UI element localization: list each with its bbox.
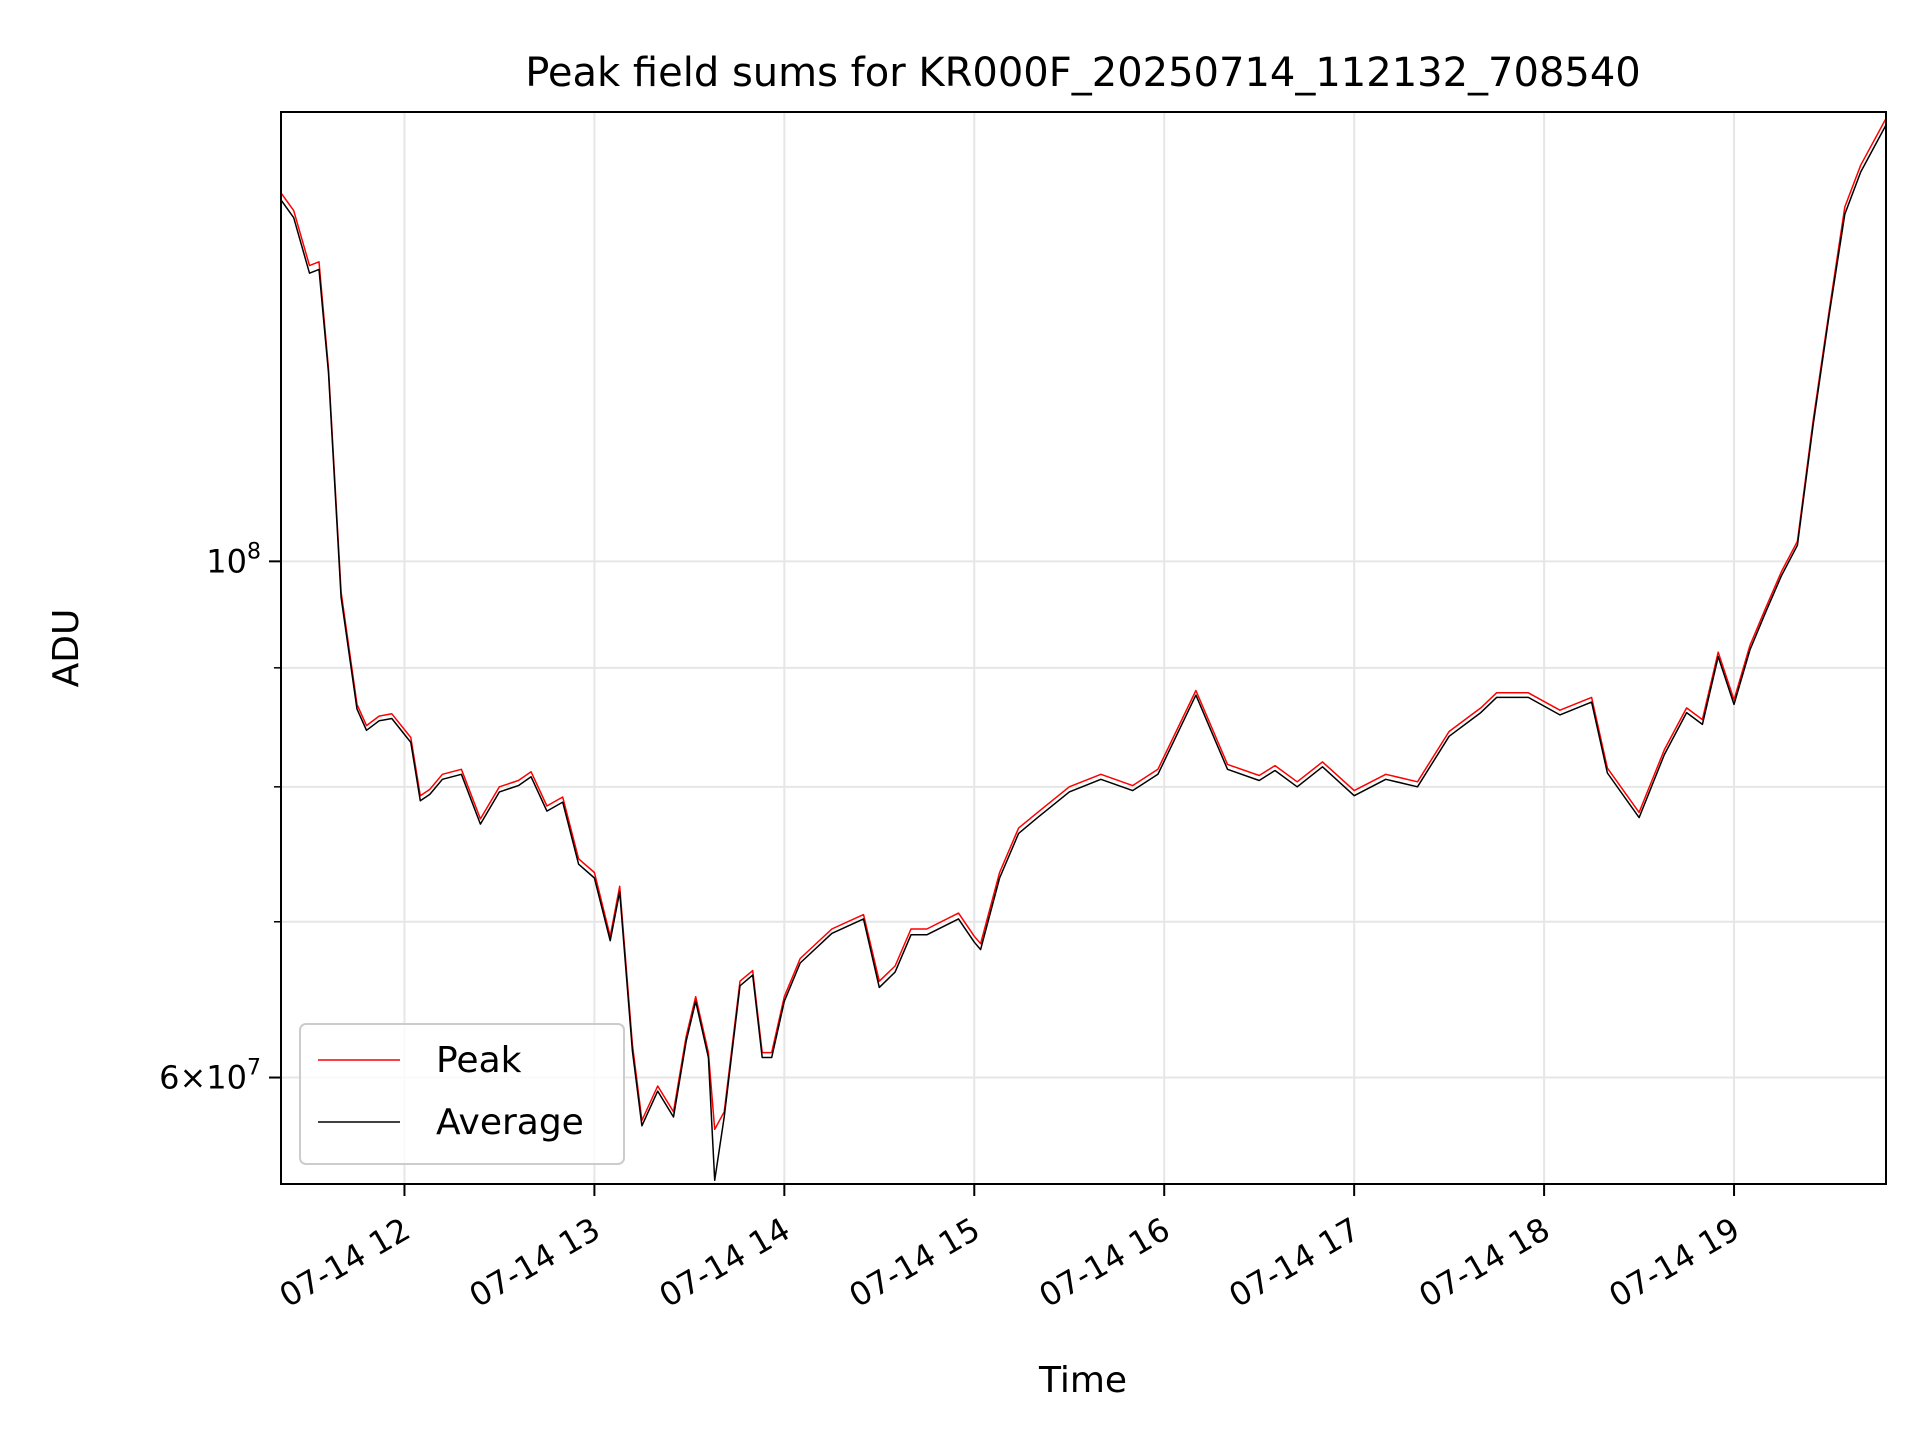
y-tick-label: 108	[206, 539, 261, 580]
series-line-peak	[280, 118, 1887, 1131]
series-line-average	[280, 124, 1887, 1182]
x-tick-label: 07-14 19	[1602, 1210, 1746, 1315]
x-tick-label: 07-14 15	[843, 1210, 987, 1315]
x-tick-label: 07-14 12	[273, 1210, 417, 1315]
legend-box	[299, 1023, 625, 1165]
x-tick-label: 07-14 18	[1413, 1210, 1557, 1315]
x-tick-label: 07-14 13	[463, 1210, 607, 1315]
x-tick-label: 07-14 16	[1033, 1210, 1177, 1315]
series-layer	[280, 118, 1887, 1182]
y-ticks: 108 6×107	[159, 539, 281, 1097]
legend-peak-label: Peak	[436, 1040, 522, 1081]
x-tick-label: 07-14 17	[1223, 1210, 1367, 1315]
y-axis-label: ADU	[46, 609, 87, 688]
x-tick-label: 07-14 14	[653, 1210, 797, 1315]
legend: Peak Average	[299, 1023, 625, 1165]
x-ticks: 07-14 12 07-14 13 07-14 14 07-14 15 07-14 16…	[273, 1184, 1746, 1315]
x-axis-label: Time	[1038, 1360, 1127, 1401]
chart-title: Peak field sums for KR000F_20250714_1121…	[525, 50, 1641, 96]
plot-frame	[280, 111, 1887, 1185]
grid-layer	[281, 112, 1886, 1184]
legend-average-label: Average	[436, 1102, 584, 1143]
y-tick-label: 6×107	[159, 1056, 261, 1097]
